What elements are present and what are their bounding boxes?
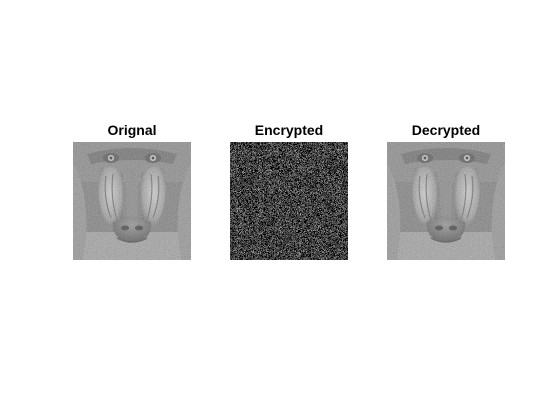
- encrypted-title: Encrypted: [254, 122, 324, 138]
- original-image: [73, 142, 191, 260]
- encrypted-image: [230, 142, 348, 260]
- encrypted-panel: Encrypted: [230, 120, 348, 260]
- original-panel: Orignal: [73, 120, 191, 260]
- decrypted-panel: Decrypted: [387, 120, 505, 260]
- decrypted-title: Decrypted: [411, 122, 481, 138]
- decrypted-image: [387, 142, 505, 260]
- original-title: Orignal: [107, 122, 157, 138]
